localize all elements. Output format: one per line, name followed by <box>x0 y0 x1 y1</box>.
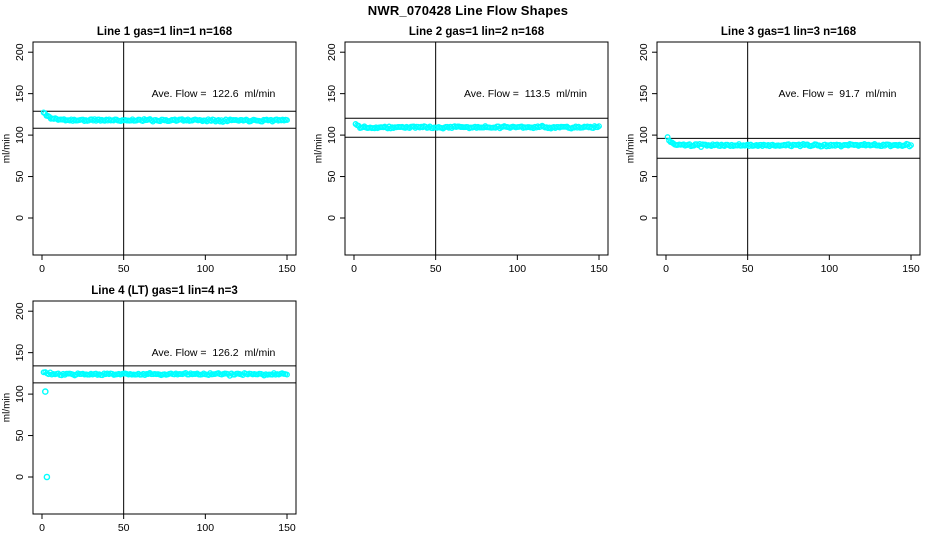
y-axis-tick-label: 50 <box>14 171 26 183</box>
y-axis-tick-label: 50 <box>638 171 650 183</box>
plot-box <box>656 41 921 256</box>
y-axis-tick-label: 150 <box>326 85 338 103</box>
x-axis-tick-label: 50 <box>118 522 130 534</box>
x-axis-tick-label: 100 <box>197 522 215 534</box>
data-points <box>352 121 602 132</box>
y-axis-tick-label: 200 <box>326 43 338 61</box>
y-axis-tick-label: 100 <box>638 126 650 144</box>
subplot-title: Line 4 (LT) gas=1 lin=4 n=3 <box>91 285 237 297</box>
subplot-line-4: 0 50 100 150 0 50 100 150 200 ml/min Line 4 (LT) g… <box>2 285 297 534</box>
data-points <box>664 134 914 150</box>
y-axis-tick-label: 100 <box>14 385 26 403</box>
subplot-title: Line 2 gas=1 lin=2 n=168 <box>409 26 545 38</box>
y-axis-tick-label: 0 <box>14 474 26 480</box>
x-axis-tick-label: 100 <box>821 263 839 275</box>
subplot-line-2: 0 50 100 150 0 50 100 150 200 ml/min Line 2 gas=1 … <box>314 26 609 275</box>
x-axis-tick-label: 0 <box>351 263 357 275</box>
data-point <box>908 142 914 149</box>
y-axis-tick-label: 200 <box>638 43 650 61</box>
y-axis-tick-label: 100 <box>14 126 26 144</box>
outlier-point <box>43 473 51 481</box>
y-axis-tick-label: 150 <box>14 344 26 362</box>
x-axis-tick-label: 100 <box>197 263 215 275</box>
subplot-line-3: 0 50 100 150 0 50 100 150 200 ml/min Line 3 gas=1 … <box>626 26 921 275</box>
data-points <box>40 369 290 379</box>
x-axis-tick-label: 100 <box>509 263 527 275</box>
subplot-title: Line 1 gas=1 lin=1 n=168 <box>97 26 233 38</box>
x-axis-tick-label: 150 <box>278 522 296 534</box>
x-axis-tick-label: 50 <box>742 263 754 275</box>
y-axis-tick-label: 0 <box>638 215 650 221</box>
y-axis-label: ml/min <box>626 134 637 163</box>
chart-main-title: NWR_070428 Line Flow Shapes <box>367 3 569 18</box>
y-axis-tick-label: 50 <box>326 171 338 183</box>
y-axis-tick-label: 100 <box>326 126 338 144</box>
data-point <box>596 123 602 130</box>
y-axis-tick-label: 0 <box>14 215 26 221</box>
plot-box <box>32 41 297 256</box>
x-axis-tick-label: 0 <box>39 522 45 534</box>
ave-flow-annotation: Ave. Flow = 91.7 ml/min <box>779 88 897 100</box>
x-axis-tick-label: 150 <box>278 263 296 275</box>
y-axis-label: ml/min <box>2 393 13 422</box>
ave-flow-annotation: Ave. Flow = 126.2 ml/min <box>152 347 276 359</box>
subplot-title: Line 3 gas=1 lin=3 n=168 <box>721 26 857 38</box>
data-point <box>284 371 290 378</box>
data-point <box>284 117 290 124</box>
ave-flow-annotation: Ave. Flow = 122.6 ml/min <box>152 88 276 100</box>
x-axis-tick-label: 150 <box>590 263 608 275</box>
outlier-point <box>42 388 49 395</box>
subplot-line-1: 0 50 100 150 0 50 100 150 200 ml/min Line 1 gas=1 … <box>2 26 297 275</box>
plot-box <box>344 41 609 256</box>
y-axis-tick-label: 150 <box>638 85 650 103</box>
y-axis-tick-label: 0 <box>326 215 338 221</box>
x-axis-tick-label: 50 <box>118 263 130 275</box>
x-axis-tick-label: 0 <box>39 263 45 275</box>
y-axis-tick-label: 150 <box>14 85 26 103</box>
y-axis-tick-label: 50 <box>14 430 26 442</box>
y-axis-label: ml/min <box>314 134 325 163</box>
x-axis-tick-label: 0 <box>663 263 669 275</box>
ave-flow-annotation: Ave. Flow = 113.5 ml/min <box>464 88 587 100</box>
plot-box <box>32 300 297 515</box>
x-axis-tick-label: 150 <box>902 263 920 275</box>
x-axis-tick-label: 50 <box>430 263 442 275</box>
data-points <box>40 109 290 125</box>
y-axis-label: ml/min <box>2 134 13 163</box>
y-axis-tick-label: 200 <box>14 43 26 61</box>
y-axis-tick-label: 200 <box>14 302 26 320</box>
